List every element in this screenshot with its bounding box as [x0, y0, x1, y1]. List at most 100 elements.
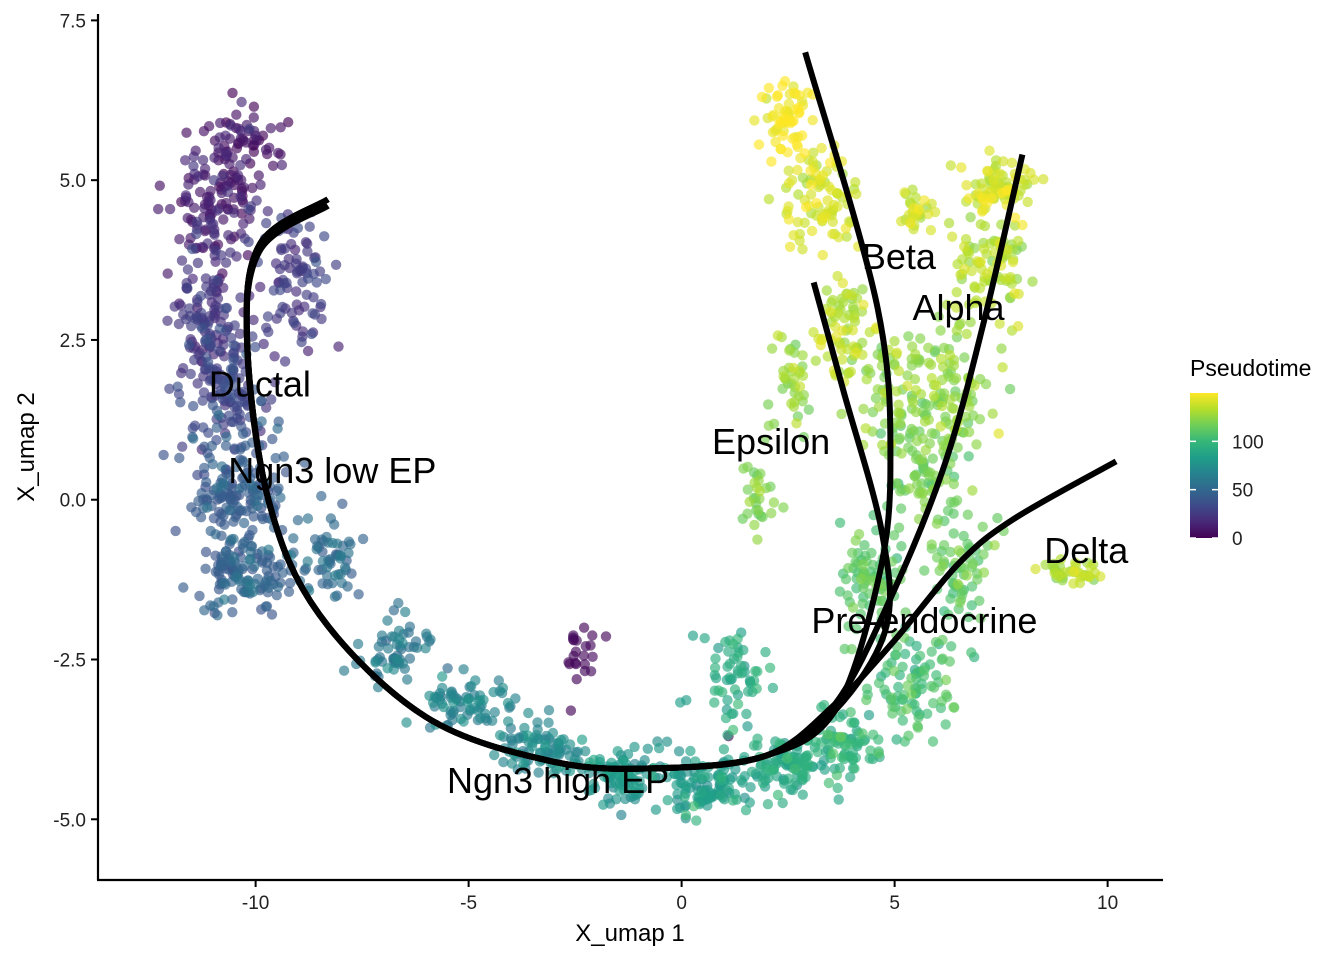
cell-point	[288, 533, 299, 544]
cell-point	[832, 782, 843, 794]
cell-point	[799, 148, 810, 159]
cell-point	[705, 791, 716, 802]
cell-point	[923, 208, 934, 220]
cell-point	[938, 440, 950, 451]
cell-point	[448, 697, 459, 708]
cell-point	[206, 440, 217, 452]
cell-point	[588, 754, 600, 765]
cell-point	[906, 689, 917, 700]
cell-point	[938, 540, 950, 551]
cell-point	[176, 255, 188, 266]
cell-point	[724, 672, 735, 683]
cell-point	[564, 765, 576, 777]
cell-point	[1027, 276, 1038, 287]
cell-point	[243, 204, 254, 215]
cell-point	[984, 145, 995, 156]
cell-point	[231, 571, 242, 583]
cell-point	[299, 457, 310, 468]
cell-point	[718, 744, 730, 755]
cell-point	[288, 317, 300, 328]
cell-point	[903, 442, 914, 453]
cell-point	[782, 147, 793, 158]
cell-point	[585, 666, 597, 677]
cell-point	[296, 336, 307, 348]
cell-point	[926, 428, 938, 439]
cell-point	[222, 186, 234, 198]
cell-point	[823, 777, 835, 789]
cell-point	[699, 771, 710, 782]
cell-point	[401, 717, 412, 728]
cell-point	[272, 581, 284, 592]
cell-point	[188, 160, 199, 172]
cell-point	[671, 779, 682, 791]
cell-point	[234, 409, 245, 420]
cell-point	[250, 341, 261, 353]
cell-point	[760, 646, 771, 658]
cell-point	[1009, 288, 1020, 299]
cell-point	[225, 494, 236, 506]
cell-point	[191, 228, 202, 240]
x-axis-title: X_umap 1	[575, 920, 684, 947]
cell-point	[992, 512, 1003, 524]
cell-point	[320, 273, 331, 285]
cell-point	[611, 794, 622, 805]
cell-point	[899, 648, 911, 660]
cell-point	[311, 277, 322, 288]
cell-point	[762, 799, 774, 810]
cell-point	[950, 373, 962, 384]
cell-point	[959, 241, 970, 252]
cell-point	[959, 263, 970, 275]
cell-point	[187, 423, 198, 434]
cell-point	[235, 160, 246, 171]
trajectory-delta	[243, 196, 1118, 772]
cell-point	[865, 745, 876, 756]
cell-point	[781, 753, 793, 764]
cell-point	[227, 607, 238, 618]
cell-point	[278, 451, 289, 462]
cell-point	[162, 268, 173, 279]
cell-point	[183, 339, 195, 350]
cell-point	[770, 136, 781, 148]
cell-point	[209, 229, 220, 240]
cell-point	[244, 554, 255, 565]
cell-point	[352, 638, 364, 650]
cell-point	[847, 325, 858, 336]
cell-point	[586, 784, 597, 796]
cell-point	[502, 697, 514, 709]
cell-point	[225, 247, 236, 258]
cell-point	[208, 601, 219, 612]
cell-point	[325, 513, 337, 524]
cell-point	[752, 733, 763, 744]
cell-point	[190, 313, 201, 324]
cell-point	[333, 341, 344, 352]
cell-point	[745, 782, 756, 793]
cell-point	[900, 607, 911, 618]
cell-point	[301, 289, 312, 300]
cell-point	[857, 284, 868, 295]
cell-point	[937, 653, 948, 664]
cell-point	[821, 285, 832, 296]
cell-point	[895, 503, 907, 514]
cell-point	[836, 344, 847, 355]
cell-point	[933, 311, 944, 322]
cell-point	[970, 297, 981, 309]
cell-point	[180, 155, 191, 166]
cell-point	[266, 609, 278, 620]
cell-point	[951, 302, 962, 313]
cell-point	[487, 715, 498, 726]
cell-point	[975, 219, 986, 230]
cell-point	[237, 428, 249, 439]
cell-point	[910, 349, 921, 360]
cell-point	[172, 381, 183, 392]
cell-point	[1009, 220, 1021, 231]
cell-point	[837, 354, 848, 365]
cell-point	[777, 797, 788, 809]
cell-point	[727, 724, 739, 736]
cell-point	[833, 307, 844, 318]
cell-point	[974, 595, 985, 606]
cell-point	[587, 630, 598, 641]
cell-point	[316, 490, 327, 502]
cell-point	[757, 777, 769, 789]
cell-point	[759, 435, 770, 446]
cell-point	[219, 594, 230, 605]
